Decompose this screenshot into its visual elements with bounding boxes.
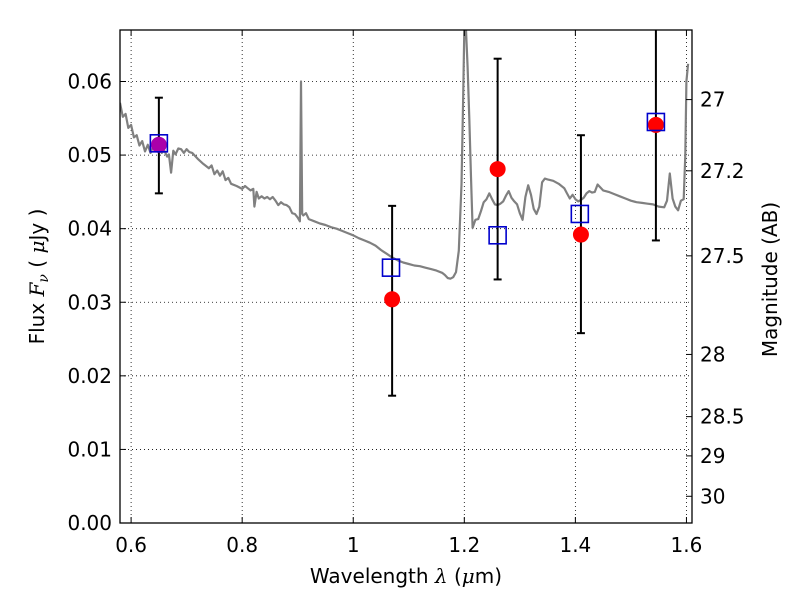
axis-ticks: 0.6 0.8 1 1.2 1.4 1.6 0.00 0.01 0.02 0.03 0.04 0.05… [67, 30, 745, 557]
magnitude-tick-label: 28 [700, 342, 725, 366]
observed-point [647, 116, 664, 133]
y-tick-label: 0.01 [67, 437, 112, 461]
error-bars [154, 30, 660, 397]
magnitude-tick-label: 29 [700, 444, 725, 468]
x-tick-label: 0.8 [226, 533, 258, 557]
x-tick-label: 0.6 [115, 533, 147, 557]
x-axis-label-var: λ [434, 564, 448, 588]
observed-point [150, 136, 167, 153]
model-photometry-marker [149, 134, 169, 153]
y-tick-label: 0.04 [67, 217, 112, 241]
y-axis-label-prefix: Flux [25, 296, 49, 344]
observed-point [572, 226, 589, 243]
plot-frame [119, 29, 693, 524]
x-tick-label: 1 [347, 533, 360, 557]
y-axis-label-unit-open: ( [25, 254, 49, 275]
x-axis-label: Wavelength λ (μm) [310, 564, 502, 588]
x-axis-label-unit-mu: μ [462, 564, 475, 588]
y-tick-label: 0.00 [67, 511, 112, 535]
secondary-y-axis-label: Magnitude (AB) [758, 202, 782, 357]
y-axis-label-sub: ν [36, 274, 52, 283]
model-photometry-markers [149, 112, 666, 277]
x-tick-label: 1.2 [448, 533, 480, 557]
x-tick-label: 1.6 [671, 533, 703, 557]
y-tick-label: 0.05 [67, 143, 112, 167]
magnitude-tick-label: 27 [700, 88, 725, 112]
model-photometry-marker [570, 204, 590, 224]
model-spectrum [120, 30, 690, 280]
model-photometry-marker [646, 112, 666, 132]
model-photometry-marker [381, 258, 401, 277]
y-axis-label-unit-mu: μ [25, 241, 49, 254]
grid-lines [120, 30, 692, 524]
magnitude-tick-label: 27.5 [700, 244, 745, 268]
y-tick-label: 0.06 [67, 70, 112, 94]
y-axis-label: Flux Fν ( μJy ) [25, 209, 52, 345]
magnitude-tick-label: 27.2 [700, 159, 745, 183]
magnitude-tick-label: 30 [700, 484, 725, 508]
model-spectrum-line [120, 30, 690, 280]
observed-point [384, 291, 401, 308]
x-tick-label: 1.4 [559, 533, 591, 557]
model-photometry-marker [488, 225, 507, 245]
magnitude-tick-label: 28.5 [700, 405, 745, 429]
y-axis-label-var: F [25, 281, 49, 297]
x-axis-label-unit-rest: m) [475, 564, 502, 588]
data-points [150, 116, 664, 308]
observed-point [489, 161, 506, 178]
y-axis-label-unit-rest: Jy ) [25, 209, 49, 243]
y-tick-label: 0.03 [67, 290, 112, 314]
x-axis-label-prefix: Wavelength [310, 564, 435, 588]
x-axis-label-unit-open: ( [448, 564, 462, 588]
y-tick-label: 0.02 [67, 364, 112, 388]
